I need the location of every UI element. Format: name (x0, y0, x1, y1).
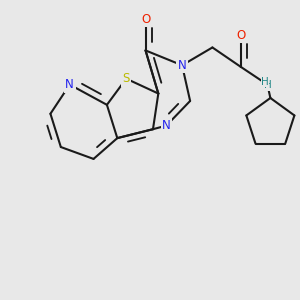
Text: H: H (263, 80, 271, 90)
Text: O: O (141, 13, 150, 26)
Text: N: N (65, 78, 74, 91)
Text: H: H (261, 76, 269, 87)
Text: S: S (122, 72, 130, 85)
Text: O: O (236, 29, 245, 42)
Text: N: N (162, 119, 171, 132)
Text: N: N (178, 59, 187, 72)
